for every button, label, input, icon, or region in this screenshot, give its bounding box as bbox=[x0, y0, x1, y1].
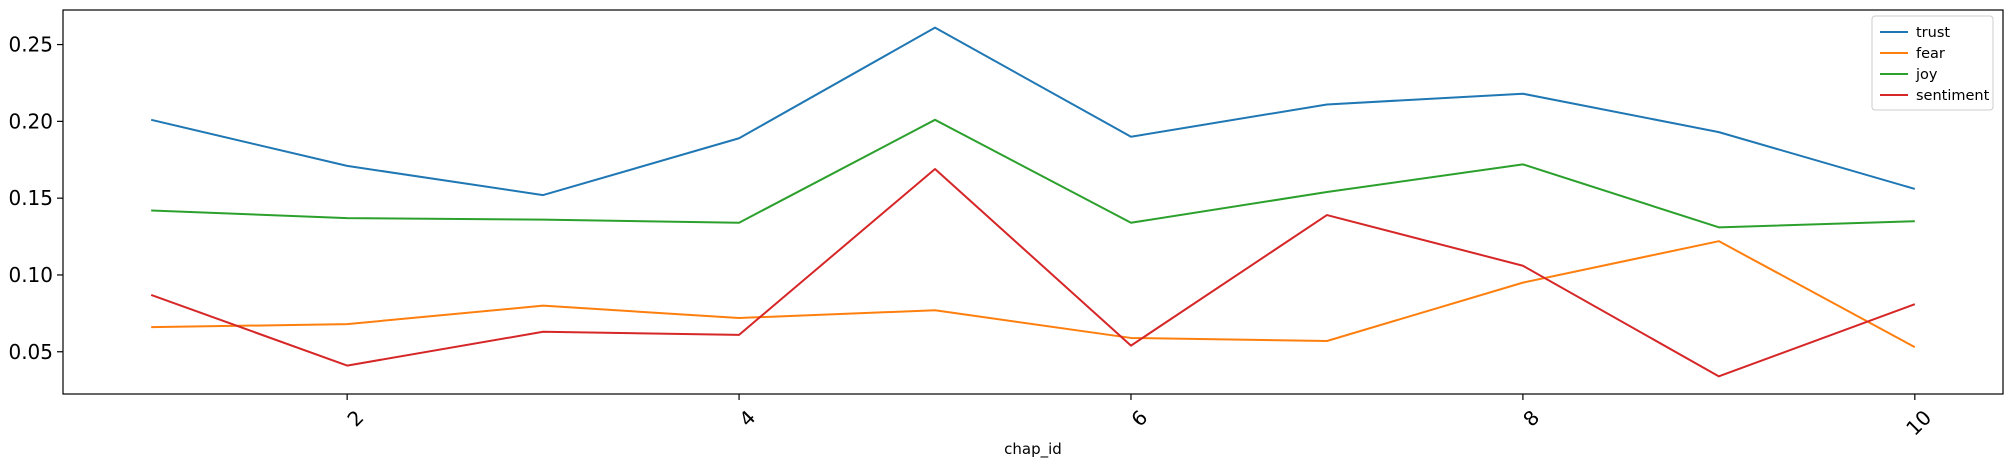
series-line-sentiment bbox=[150, 167, 1916, 378]
series-line-trust bbox=[150, 26, 1916, 197]
x-tick-label: 6 bbox=[1126, 405, 1152, 431]
legend: trust fear joy sentiment bbox=[1871, 15, 1994, 111]
y-axis: 0.05 0.10 0.15 0.20 0.25 bbox=[8, 33, 63, 364]
legend-label-fear: fear bbox=[1916, 46, 1945, 62]
x-tick-label: 10 bbox=[1901, 405, 1936, 440]
x-tick-label: 4 bbox=[734, 405, 760, 431]
legend-box bbox=[1871, 15, 1994, 111]
legend-label-trust: trust bbox=[1916, 25, 1950, 41]
x-tick-label: 8 bbox=[1518, 405, 1544, 431]
y-tick-label: 0.05 bbox=[8, 340, 53, 364]
y-tick-label: 0.15 bbox=[8, 186, 53, 210]
legend-label-joy: joy bbox=[1915, 67, 1938, 83]
series-line-joy bbox=[151, 118, 1915, 229]
y-tick-label: 0.20 bbox=[8, 109, 53, 133]
x-axis: 2 4 6 8 10 bbox=[342, 394, 1936, 440]
legend-label-sentiment: sentiment bbox=[1916, 88, 1990, 104]
y-tick-label: 0.10 bbox=[8, 263, 53, 287]
series-line-fear bbox=[151, 240, 1916, 349]
y-tick-label: 0.25 bbox=[8, 33, 53, 57]
x-axis-label: chap_id bbox=[1004, 440, 1062, 459]
x-tick-label: 2 bbox=[342, 405, 368, 431]
plot-lines bbox=[150, 26, 1916, 378]
plot-area-frame bbox=[62, 9, 2004, 395]
